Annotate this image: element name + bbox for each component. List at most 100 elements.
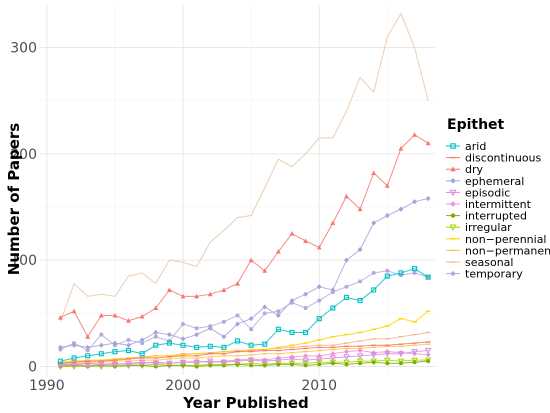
data-point [371,287,377,293]
legend-item: intermittent [446,198,532,211]
data-point [275,357,282,364]
grid-lines [40,5,435,375]
data-point [412,199,417,205]
data-point [357,347,363,354]
data-point [357,206,363,212]
data-point [371,220,377,226]
data-point [98,351,104,357]
data-point [276,362,281,367]
data-point [262,268,268,273]
data-point [302,357,309,364]
legend-item: discontinuous [446,152,542,165]
y-tick-label: 100 [10,253,37,269]
data-point [330,220,336,225]
data-point [358,361,363,366]
legend-label: discontinuous [465,152,542,165]
data-point [139,313,145,319]
data-point [358,279,363,284]
series-temporary [58,268,431,353]
legend-item: non−permanent [446,244,550,257]
data-point [125,347,132,354]
data-point [303,363,308,368]
data-point [207,359,213,365]
data-point [275,249,281,254]
data-point [140,341,145,346]
legend-label: intermittent [465,198,532,211]
data-point [316,244,322,250]
series-line [59,12,429,323]
legend-item: arid [446,140,486,153]
data-point [261,358,268,365]
data-point [371,270,376,275]
data-point [412,132,417,137]
data-point [343,354,350,361]
data-point [330,351,336,357]
legend-key-marker [450,166,456,172]
data-point [357,246,363,253]
series-line [60,341,429,364]
series-arid [57,266,431,364]
data-point [249,363,254,368]
legend-key-marker [449,224,457,232]
data-point [166,331,172,338]
series-line [60,198,429,348]
data-point [98,312,104,318]
data-point [166,360,173,367]
series-dry [58,132,431,339]
data-point [126,342,131,348]
legend-label: arid [465,140,486,153]
data-point [356,353,364,360]
data-point [289,362,294,367]
data-point [235,280,240,286]
series-line [60,350,429,365]
legend-label: dry [465,163,484,176]
y-tick-label: 300 [10,41,37,57]
data-point [153,305,159,311]
data-point [344,257,349,263]
data-point [112,349,118,355]
data-point [99,332,104,337]
data-point [57,358,63,364]
series-discontinuous [58,341,431,364]
data-point [139,360,145,366]
x-tick-label: 2010 [301,378,337,394]
series-line [60,310,429,363]
x-tick-label: 2000 [165,378,201,394]
legend-item: episodic [446,186,510,199]
legend-label: episodic [465,186,510,199]
series-episodic [57,348,432,369]
data-point [179,359,187,366]
data-point [316,316,322,322]
data-point [194,326,199,331]
data-point [248,316,254,322]
data-point [221,334,227,340]
data-point [344,349,349,355]
data-point [262,311,267,316]
legend-key-marker [449,189,457,197]
data-point [181,321,186,326]
data-point [247,357,255,364]
data-point [384,357,391,364]
data-point [412,270,417,275]
data-point [303,291,309,297]
data-point [248,257,254,263]
series-line [60,359,429,367]
data-point [385,361,390,366]
data-point [220,359,228,366]
data-point [275,312,281,319]
data-point [249,327,254,332]
data-point [262,304,268,310]
data-point [207,343,213,349]
legend-item: seasonal [446,256,513,269]
data-point [180,293,186,299]
legend-item: ephemeral [446,175,524,188]
data-point [98,342,104,348]
data-point [289,297,295,304]
legend-label: interrupted [465,210,527,223]
data-point [57,361,64,369]
data-point [330,287,336,293]
data-point [385,268,390,273]
legend-item: dry [446,163,484,176]
data-point [412,360,417,365]
data-point [275,326,281,332]
